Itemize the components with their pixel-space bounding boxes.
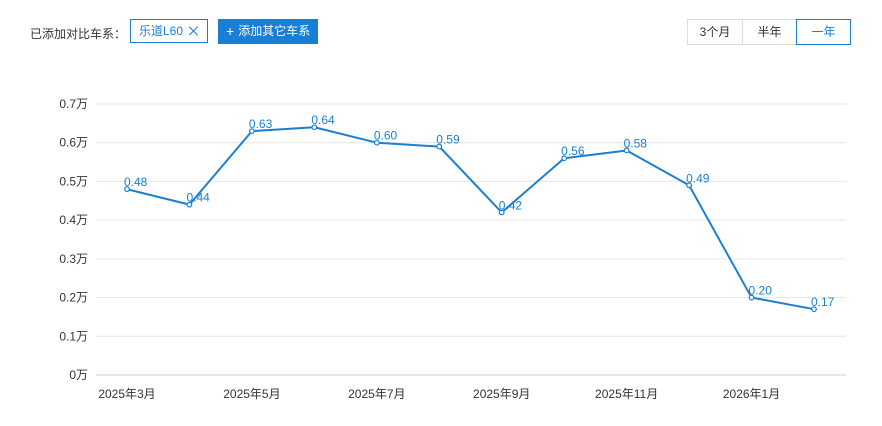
data-label: 0.59 xyxy=(436,133,460,147)
data-point xyxy=(124,186,130,193)
toolbar: 已添加对比车系： 乐道L60 + 添加其它车系 3个月 半年 一年 xyxy=(0,0,882,60)
series-tag[interactable]: 乐道L60 xyxy=(130,19,209,43)
range-one-year-button[interactable]: 一年 xyxy=(796,19,851,45)
range-3-months-button[interactable]: 3个月 xyxy=(687,19,743,45)
y-tick-label: 0.5万 xyxy=(59,174,88,188)
x-tick-label: 2025年11月 xyxy=(595,387,658,401)
data-label: 0.48 xyxy=(124,175,148,189)
y-tick-label: 0.3万 xyxy=(59,252,88,266)
data-label: 0.63 xyxy=(249,117,273,131)
data-point xyxy=(436,143,443,150)
x-tick-label: 2025年3月 xyxy=(98,387,155,401)
data-label: 0.64 xyxy=(311,113,335,127)
x-tick-label: 2025年7月 xyxy=(348,387,405,401)
data-point xyxy=(811,306,817,313)
time-range-group: 3个月 半年 一年 xyxy=(687,19,851,45)
data-point xyxy=(686,182,692,189)
data-label: 0.44 xyxy=(186,191,210,205)
y-tick-label: 0.4万 xyxy=(59,213,88,227)
data-label: 0.60 xyxy=(374,129,398,143)
add-series-button[interactable]: + 添加其它车系 xyxy=(218,19,319,44)
add-series-label: 添加其它车系 xyxy=(238,24,311,38)
plus-icon: + xyxy=(226,23,235,39)
x-tick-label: 2025年9月 xyxy=(473,387,530,401)
data-point xyxy=(561,155,568,162)
series-line xyxy=(126,126,815,311)
y-tick-label: 0.1万 xyxy=(59,329,88,343)
data-label: 0.42 xyxy=(499,198,523,212)
data-point xyxy=(373,139,380,146)
data-label: 0.56 xyxy=(561,144,585,158)
sales-line-chart: 0万 0.1万 0.2万 0.3万 0.4万 0.5万 0.6万 0.7万 2025年3月 202… xyxy=(59,97,846,401)
x-tick-label: 2025年5月 xyxy=(223,387,280,401)
data-label: 0.58 xyxy=(624,136,648,150)
y-tick-label: 0.6万 xyxy=(59,136,88,150)
data-label: 0.49 xyxy=(686,171,710,185)
data-point xyxy=(311,124,318,131)
series-tag-label: 乐道L60 xyxy=(139,24,184,38)
close-icon[interactable] xyxy=(189,26,199,36)
data-label: 0.17 xyxy=(811,295,835,309)
range-half-year-button[interactable]: 半年 xyxy=(742,19,797,45)
data-point xyxy=(249,128,255,134)
data-point xyxy=(186,201,193,208)
data-point xyxy=(748,294,755,301)
y-tick-label: 0.7万 xyxy=(59,97,88,111)
data-label: 0.20 xyxy=(749,284,773,298)
y-tick-label: 0万 xyxy=(69,368,88,382)
x-tick-label: 2026年1月 xyxy=(723,387,780,401)
y-tick-label: 0.2万 xyxy=(59,291,88,305)
data-point xyxy=(623,147,630,154)
data-point xyxy=(498,209,505,216)
compare-label: 已添加对比车系： xyxy=(30,27,127,41)
